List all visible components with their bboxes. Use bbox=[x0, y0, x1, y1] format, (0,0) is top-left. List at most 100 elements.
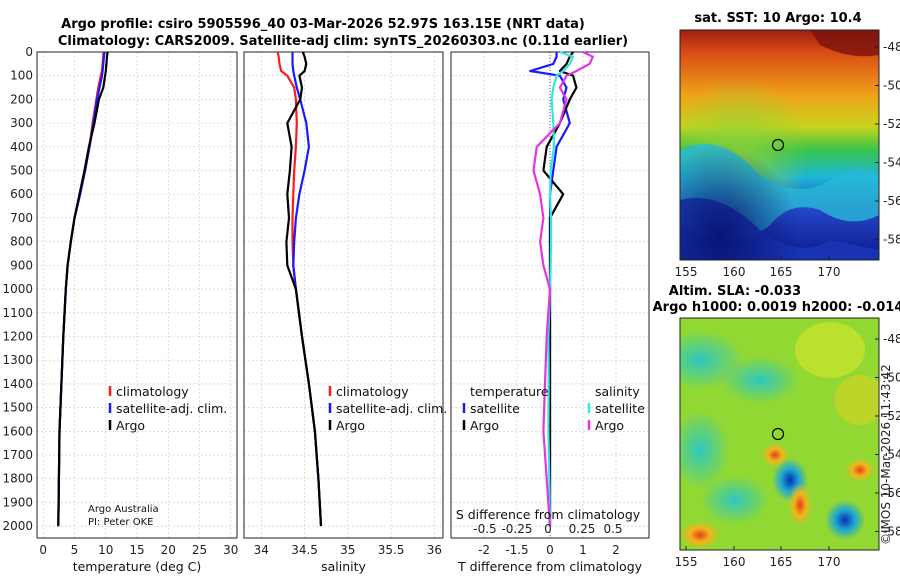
x-tick-label: -1.5 bbox=[505, 543, 528, 557]
chart-panel-sal[interactable]: 34 34.5 35 35.5 36 salinity climatology satelli… bbox=[243, 51, 447, 574]
map-y-tick-label: -58 bbox=[883, 525, 900, 539]
y-tick-label: 1000 bbox=[2, 282, 33, 296]
legend-label: climatology bbox=[116, 384, 189, 399]
y-tick-label: 200 bbox=[10, 92, 33, 106]
x-tick-label: 1 bbox=[579, 543, 587, 557]
y-tick-label: 600 bbox=[10, 187, 33, 201]
x-tick-label: 20 bbox=[161, 543, 176, 557]
legend-label: climatology bbox=[336, 384, 409, 399]
credit-pi: PI: Peter OKE bbox=[88, 517, 153, 528]
sla-argo-location-marker bbox=[771, 427, 785, 441]
chart-panel-diff[interactable]: -2 -1.5 0 1 2 T difference from climatology te… bbox=[450, 50, 650, 574]
x-tick-label: 35.5 bbox=[378, 543, 405, 557]
y-tick-label: 1400 bbox=[2, 377, 33, 391]
x-tick-label: 34.5 bbox=[291, 543, 318, 557]
x-tick-label-salinity: -0.5 bbox=[473, 522, 496, 536]
x-tick-label: -2 bbox=[478, 543, 490, 557]
series-line-salinity-satellite bbox=[547, 50, 575, 527]
x-tick-label: 34 bbox=[254, 543, 269, 557]
x-tick-label: 5 bbox=[71, 543, 79, 557]
map-y-tick-label: -54 bbox=[883, 156, 900, 170]
sla-map-title-2: Argo h1000: 0.0019 h2000: -0.014 bbox=[653, 300, 900, 315]
sst-map[interactable]: sat. SST: 10 Argo: 10.4 155 160 165 170 -48 -… bbox=[675, 11, 900, 279]
y-tick-label: 0 bbox=[25, 45, 33, 59]
y-tick-label: 100 bbox=[10, 69, 33, 83]
y-tick-label: 1300 bbox=[2, 353, 33, 367]
y-tick-label: 1800 bbox=[2, 472, 33, 486]
chart-panel-temp[interactable]: 0100200300400500600700800900100011001200… bbox=[2, 45, 238, 574]
x-tick-label-salinity: 0 bbox=[544, 522, 552, 536]
map-x-tick-label: 170 bbox=[818, 555, 841, 569]
x-tick-label: 2 bbox=[612, 543, 620, 557]
map-y-tick-label: -56 bbox=[883, 194, 900, 208]
x-tick-label: 35 bbox=[340, 543, 355, 557]
x-tick-label: 0 bbox=[546, 543, 554, 557]
x-tick-label: 25 bbox=[192, 543, 207, 557]
sst-map-title: sat. SST: 10 Argo: 10.4 bbox=[694, 11, 861, 26]
y-tick-label: 900 bbox=[10, 258, 33, 272]
y-tick-label: 1500 bbox=[2, 401, 33, 415]
sla-map[interactable]: Altim. SLA: -0.033 Argo h1000: 0.0019 h2… bbox=[653, 284, 900, 569]
x-axis-label: T difference from climatology bbox=[457, 559, 643, 574]
series-line-argo bbox=[285, 51, 323, 527]
legend-label: satellite bbox=[470, 401, 520, 416]
map-y-tick-label: -54 bbox=[883, 448, 900, 462]
legend-label: satellite bbox=[595, 401, 645, 416]
title-line-1: Argo profile: csiro 5905596_40 03-Mar-20… bbox=[61, 17, 585, 32]
x-tick-label-salinity: -0.25 bbox=[501, 522, 532, 536]
legend-label: Argo bbox=[116, 418, 145, 433]
x-tick-label-salinity: 0.5 bbox=[603, 522, 622, 536]
x-tick-label: 10 bbox=[98, 543, 113, 557]
map-y-tick-label: -58 bbox=[883, 233, 900, 247]
series-line-argo bbox=[57, 51, 109, 527]
map-x-tick-label: 155 bbox=[675, 265, 698, 279]
legend-label: Argo bbox=[595, 418, 624, 433]
map-y-tick-label: -52 bbox=[883, 409, 900, 423]
map-y-tick-label: -50 bbox=[883, 371, 900, 385]
map-x-tick-label: 170 bbox=[818, 265, 841, 279]
x-tick-label: 0 bbox=[39, 543, 47, 557]
map-y-tick-label: -50 bbox=[883, 79, 900, 93]
map-x-tick-label: 155 bbox=[675, 555, 698, 569]
legend-label: Argo bbox=[336, 418, 365, 433]
sst-argo-location-marker bbox=[771, 138, 785, 152]
y-tick-label: 1900 bbox=[2, 495, 33, 509]
map-y-tick-label: -52 bbox=[883, 117, 900, 131]
plot-frame bbox=[36, 51, 238, 539]
map-x-tick-label: 165 bbox=[770, 265, 793, 279]
y-tick-label: 1200 bbox=[2, 329, 33, 343]
x-axis-label: salinity bbox=[321, 559, 366, 574]
y-tick-label: 1100 bbox=[2, 306, 33, 320]
map-y-tick-label: -48 bbox=[883, 40, 900, 54]
x-tick-label: 30 bbox=[223, 543, 238, 557]
sla-map-title-1: Altim. SLA: -0.033 bbox=[669, 284, 801, 299]
y-tick-label: 500 bbox=[10, 164, 33, 178]
plot-frame bbox=[243, 51, 444, 539]
y-tick-label: 300 bbox=[10, 116, 33, 130]
y-tick-label: 1600 bbox=[2, 424, 33, 438]
legend-label: satellite-adj. clim. bbox=[336, 401, 447, 416]
x-tick-label: 15 bbox=[129, 543, 144, 557]
legend-label: satellite-adj. clim. bbox=[116, 401, 227, 416]
y-tick-label: 700 bbox=[10, 211, 33, 225]
x-axis-label: temperature (deg C) bbox=[73, 559, 202, 574]
legend-title-temperature: temperature bbox=[470, 384, 549, 399]
x-tick-label-salinity: 0.25 bbox=[569, 522, 596, 536]
map-y-tick-label: -48 bbox=[883, 332, 900, 346]
title-line-2: Climatology: CARS2009. Satellite-adj cli… bbox=[58, 34, 628, 49]
y-tick-label: 400 bbox=[10, 140, 33, 154]
x-tick-label: 36 bbox=[427, 543, 442, 557]
map-x-tick-label: 165 bbox=[770, 555, 793, 569]
credit-org: Argo Australia bbox=[88, 504, 159, 515]
map-y-tick-label: -56 bbox=[883, 486, 900, 500]
y-tick-label: 800 bbox=[10, 235, 33, 249]
x-axis-label-salinity: S difference from climatology bbox=[456, 507, 641, 522]
legend-title-salinity: salinity bbox=[595, 384, 640, 399]
y-tick-label: 2000 bbox=[2, 519, 33, 533]
timestamp: ©IMOS 10-Mar-2026 11:43:42 bbox=[879, 364, 893, 545]
map-x-tick-label: 160 bbox=[723, 555, 746, 569]
map-x-tick-label: 160 bbox=[723, 265, 746, 279]
y-tick-label: 1700 bbox=[2, 448, 33, 462]
legend-label: Argo bbox=[470, 418, 499, 433]
